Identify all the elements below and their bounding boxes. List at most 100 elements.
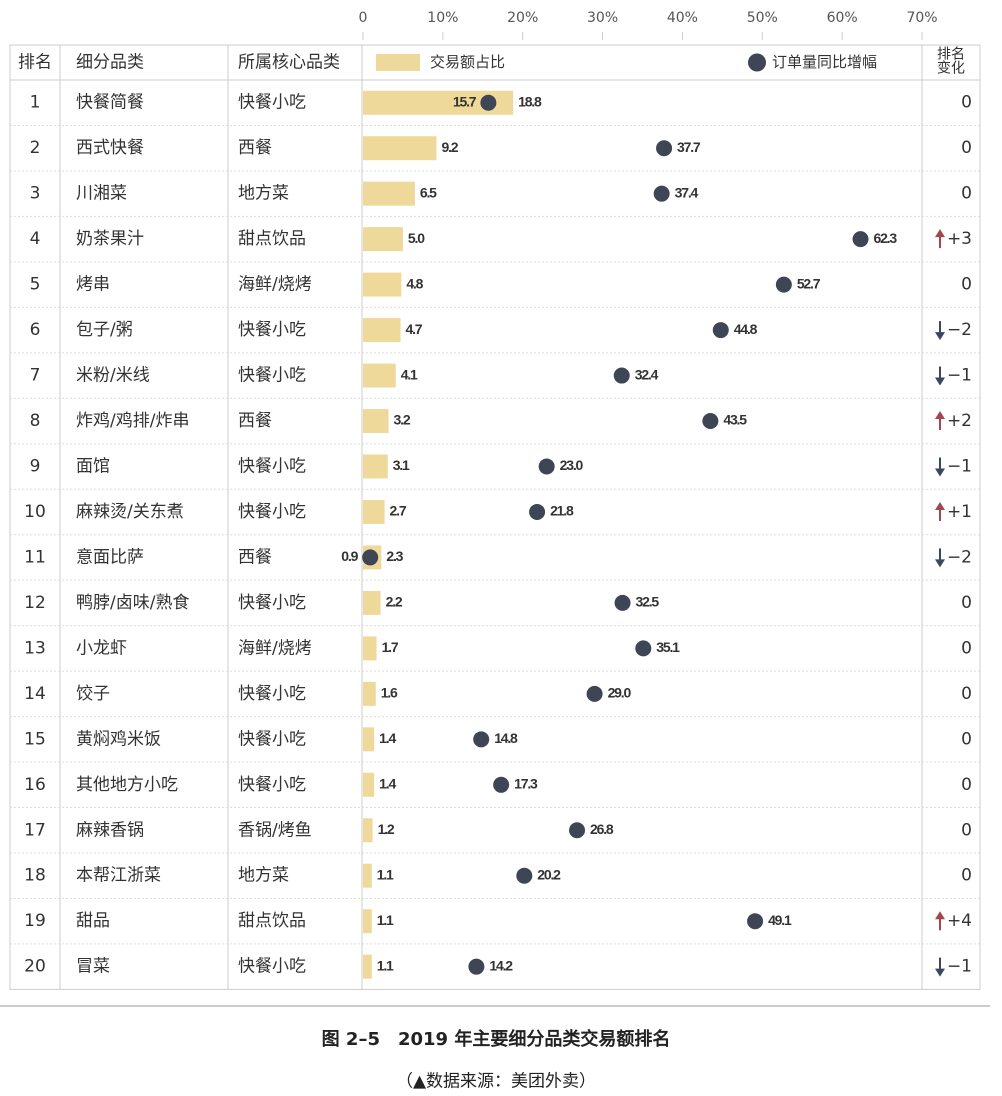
rank-change: −2 [947, 547, 972, 567]
rank-change: 0 [961, 820, 972, 840]
subcategory: 麻辣香锅 [76, 820, 144, 840]
core-category: 地方菜 [238, 184, 289, 204]
dot [747, 913, 764, 930]
rank: 19 [24, 911, 46, 931]
bar [363, 681, 376, 706]
rank: 17 [24, 820, 46, 840]
rank-change: −1 [947, 456, 972, 476]
bar [363, 136, 437, 161]
bar-label: 1.1 [377, 912, 394, 928]
bar-label: 1.2 [378, 821, 395, 837]
core-category: 快餐小吃 [238, 502, 306, 522]
dot-label: 49.1 [768, 912, 792, 928]
dot-label: 62.3 [874, 230, 898, 246]
rank: 6 [30, 320, 41, 340]
core-category: 快餐小吃 [238, 93, 306, 113]
subcategory: 快餐简餐 [76, 93, 144, 113]
bar-label: 1.4 [379, 730, 396, 746]
dot-label: 35.1 [656, 639, 680, 655]
rank-change: 0 [961, 275, 972, 295]
bar-label: 1.7 [382, 639, 399, 655]
legend-label: 交易额占比 [430, 53, 505, 71]
x-tick-label: 20% [507, 10, 538, 26]
legend-swatch [376, 54, 420, 71]
header: 排名 [18, 53, 52, 73]
subcategory: 川湘菜 [76, 184, 127, 204]
dot-label: 21.8 [550, 503, 574, 519]
core-category: 快餐小吃 [238, 366, 306, 386]
rank-change: +3 [947, 229, 972, 249]
bar [363, 409, 389, 434]
bar-label: 1.4 [379, 775, 396, 791]
dot [586, 685, 603, 702]
change-arrow [935, 411, 945, 431]
change-arrow [935, 366, 945, 386]
bar-label: 1.1 [377, 957, 394, 973]
caption: 图 2–5 2019 年主要细分品类交易额排名 [322, 1028, 671, 1050]
subcategory: 包子/粥 [76, 320, 133, 340]
subcategory: 黄焖鸡米饭 [76, 729, 161, 749]
dot-label: 32.5 [636, 594, 660, 610]
header: 排名 [937, 47, 965, 63]
subcategory: 米粉/米线 [76, 366, 150, 386]
rank: 5 [30, 275, 41, 295]
core-category: 快餐小吃 [238, 684, 306, 704]
dot-label: 15.7 [453, 93, 477, 109]
header: 细分品类 [76, 53, 144, 73]
rank: 10 [24, 502, 46, 522]
rank-change: 0 [961, 638, 972, 658]
rank: 14 [24, 684, 46, 704]
core-category: 海鲜/烧烤 [238, 275, 312, 295]
change-arrow [935, 321, 945, 341]
bar [363, 454, 388, 479]
change-arrow [935, 548, 945, 568]
rank-change: 0 [961, 684, 972, 704]
bar-label: 3.1 [393, 457, 410, 473]
dot-label: 23.0 [560, 457, 584, 473]
dot [614, 594, 631, 611]
rank-change: −1 [947, 957, 972, 977]
subcategory: 西式快餐 [76, 138, 144, 158]
table-frame [9, 44, 981, 990]
bar [363, 818, 373, 843]
rank: 7 [30, 366, 41, 386]
rank: 20 [24, 957, 46, 977]
core-category: 西餐 [238, 411, 272, 431]
dot-label: 17.3 [514, 775, 538, 791]
dot-label: 37.7 [677, 139, 701, 155]
dot-label: 43.5 [723, 412, 747, 428]
core-category: 西餐 [238, 547, 272, 567]
core-category: 快餐小吃 [238, 456, 306, 476]
core-category: 快餐小吃 [238, 593, 306, 613]
dot [656, 140, 673, 157]
dot-label: 32.4 [635, 366, 659, 382]
core-category: 快餐小吃 [238, 320, 306, 340]
change-arrow [935, 457, 945, 477]
dot [635, 640, 652, 657]
rank: 13 [24, 638, 46, 658]
rank-change: 0 [961, 184, 972, 204]
dot [468, 958, 485, 975]
rank-change: 0 [961, 775, 972, 795]
subcategory: 饺子 [76, 684, 110, 704]
subcategory: 炸鸡/鸡排/炸串 [76, 411, 189, 431]
dot [775, 276, 792, 293]
bar [363, 272, 402, 297]
dot [852, 231, 869, 248]
core-category: 西餐 [238, 138, 272, 158]
bar-label: 18.8 [518, 93, 542, 109]
change-arrow [935, 911, 945, 931]
bar-label: 3.2 [394, 412, 411, 428]
subcategory: 麻辣烫/关东煮 [76, 502, 184, 522]
subcategory: 其他地方小吃 [76, 775, 178, 795]
subcategory: 鸭脖/卤味/熟食 [76, 592, 189, 613]
dot-label: 37.4 [675, 184, 699, 200]
dot [653, 185, 670, 202]
dot [480, 94, 497, 111]
rank-change: +2 [947, 411, 972, 431]
bar-label: 4.1 [401, 366, 418, 382]
bar-label: 1.1 [377, 866, 394, 882]
dot-label: 20.2 [537, 866, 561, 882]
bar-label: 5.0 [408, 230, 425, 246]
